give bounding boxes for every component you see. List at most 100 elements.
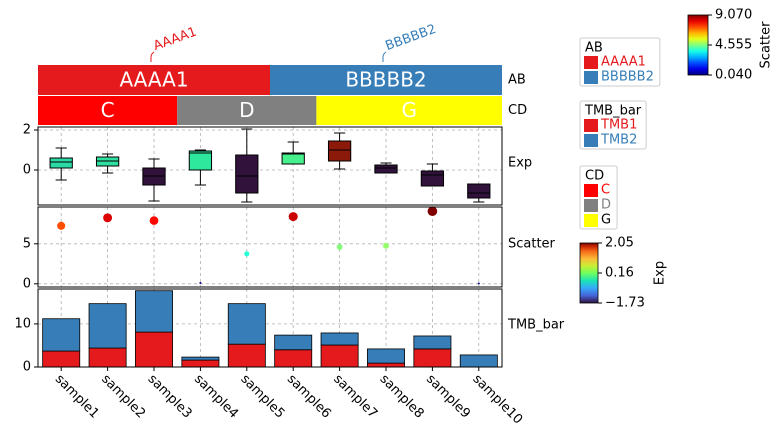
legend-title: AB — [585, 41, 603, 56]
legend-label: AAAA1 — [601, 55, 646, 70]
legend-label: TMB1 — [600, 118, 637, 133]
y-tick-label: 0 — [23, 360, 31, 375]
bar-segment — [88, 303, 127, 349]
panel-frame — [37, 288, 503, 368]
legend-title: TMB_bar — [584, 104, 642, 119]
annotation-cell — [38, 96, 178, 125]
bar-segment — [135, 331, 173, 368]
box — [327, 140, 352, 162]
row-label: Exp — [508, 156, 532, 171]
bar-segment — [135, 290, 173, 333]
annotation-label: C — [101, 98, 115, 122]
top-annotation-label: AAAA1 — [151, 25, 198, 54]
scatter-point — [383, 242, 389, 249]
legend-label: D — [601, 198, 611, 213]
x-tick-label: sample5 — [237, 372, 287, 422]
legend-swatch — [584, 214, 598, 227]
box — [420, 170, 445, 187]
scatter-point — [57, 221, 66, 230]
annotation-label: G — [401, 98, 417, 122]
x-tick-label: sample3 — [145, 372, 195, 422]
label-connector — [150, 51, 155, 62]
legend-swatch — [584, 134, 598, 147]
bar-segment — [227, 343, 266, 368]
row-label: TMB_bar — [507, 318, 565, 333]
bar-segment — [42, 350, 81, 368]
colorbar-tick-label: 9.070 — [715, 8, 752, 23]
colorbar — [579, 242, 599, 304]
legend-box — [579, 165, 618, 230]
scatter-point — [477, 282, 480, 285]
bar-segment — [413, 335, 452, 350]
legend-swatch — [584, 184, 598, 197]
top-annotation-label: BBBBB2 — [383, 22, 438, 54]
legend-label: C — [601, 183, 610, 198]
box — [281, 152, 305, 165]
row-label: AB — [508, 73, 526, 88]
panel-frame — [37, 206, 503, 288]
scatter-point — [244, 251, 250, 257]
y-tick-label: 10 — [14, 316, 31, 331]
colorbar-tick-label: 0.040 — [715, 68, 752, 83]
legend-label: G — [601, 213, 611, 228]
bar-segment — [459, 354, 498, 368]
x-tick-label: sample9 — [423, 372, 473, 422]
legend-box — [579, 37, 661, 87]
y-tick-label: 5 — [23, 236, 31, 251]
legend-label: BBBBB2 — [601, 70, 654, 85]
scatter-point — [149, 216, 159, 225]
scatter-point — [336, 244, 343, 250]
panel-frame — [37, 126, 503, 206]
scatter-point — [427, 206, 438, 217]
colorbar-label: Exp — [653, 261, 668, 285]
bar-segment — [181, 356, 220, 361]
y-tick-label: 0 — [23, 163, 31, 178]
colorbar — [687, 14, 709, 76]
bar-segment — [42, 318, 81, 352]
row-label: CD — [508, 103, 527, 118]
bar-segment — [274, 334, 313, 351]
legend-title: CD — [585, 169, 604, 184]
bar-segment — [413, 348, 452, 368]
bar-segment — [88, 347, 127, 368]
scatter-point — [199, 281, 202, 285]
legend-label: TMB2 — [600, 133, 637, 148]
x-tick-label: sample8 — [377, 372, 427, 422]
legend-swatch — [584, 119, 598, 132]
box — [188, 150, 213, 171]
colorbar-tick-label: −1.73 — [605, 296, 645, 311]
colorbar-label: Scatter — [759, 21, 774, 69]
box — [49, 157, 73, 169]
colorbar-tick-label: 2.05 — [605, 236, 634, 251]
x-tick-label: sample4 — [191, 372, 241, 422]
annotation-cell — [38, 65, 270, 95]
legend-swatch — [584, 199, 598, 212]
bar-segment — [227, 303, 266, 345]
annotation-cell — [316, 96, 502, 125]
scatter-point — [103, 213, 113, 223]
bar-segment — [274, 349, 313, 368]
label-connector — [382, 51, 387, 62]
x-tick-label: sample6 — [284, 372, 334, 422]
y-tick-label: 0 — [23, 276, 31, 291]
bar-segment — [320, 344, 359, 368]
scatter-point — [288, 212, 298, 222]
colorbar-tick-label: 0.16 — [605, 266, 634, 281]
colorbar-tick-label: 4.555 — [715, 38, 752, 53]
bar-segment — [181, 359, 220, 368]
annotation-label: AAAA1 — [119, 68, 188, 92]
bar-segment — [320, 332, 359, 346]
legend-swatch — [584, 56, 598, 69]
box — [235, 154, 259, 194]
annotation-label: BBBBB2 — [345, 68, 426, 92]
box — [374, 164, 398, 174]
box — [467, 183, 491, 199]
x-tick-label: sample2 — [98, 372, 148, 422]
bar-segment — [367, 362, 405, 368]
x-tick-label: sample7 — [330, 372, 380, 422]
row-label: Scatter — [508, 237, 556, 252]
